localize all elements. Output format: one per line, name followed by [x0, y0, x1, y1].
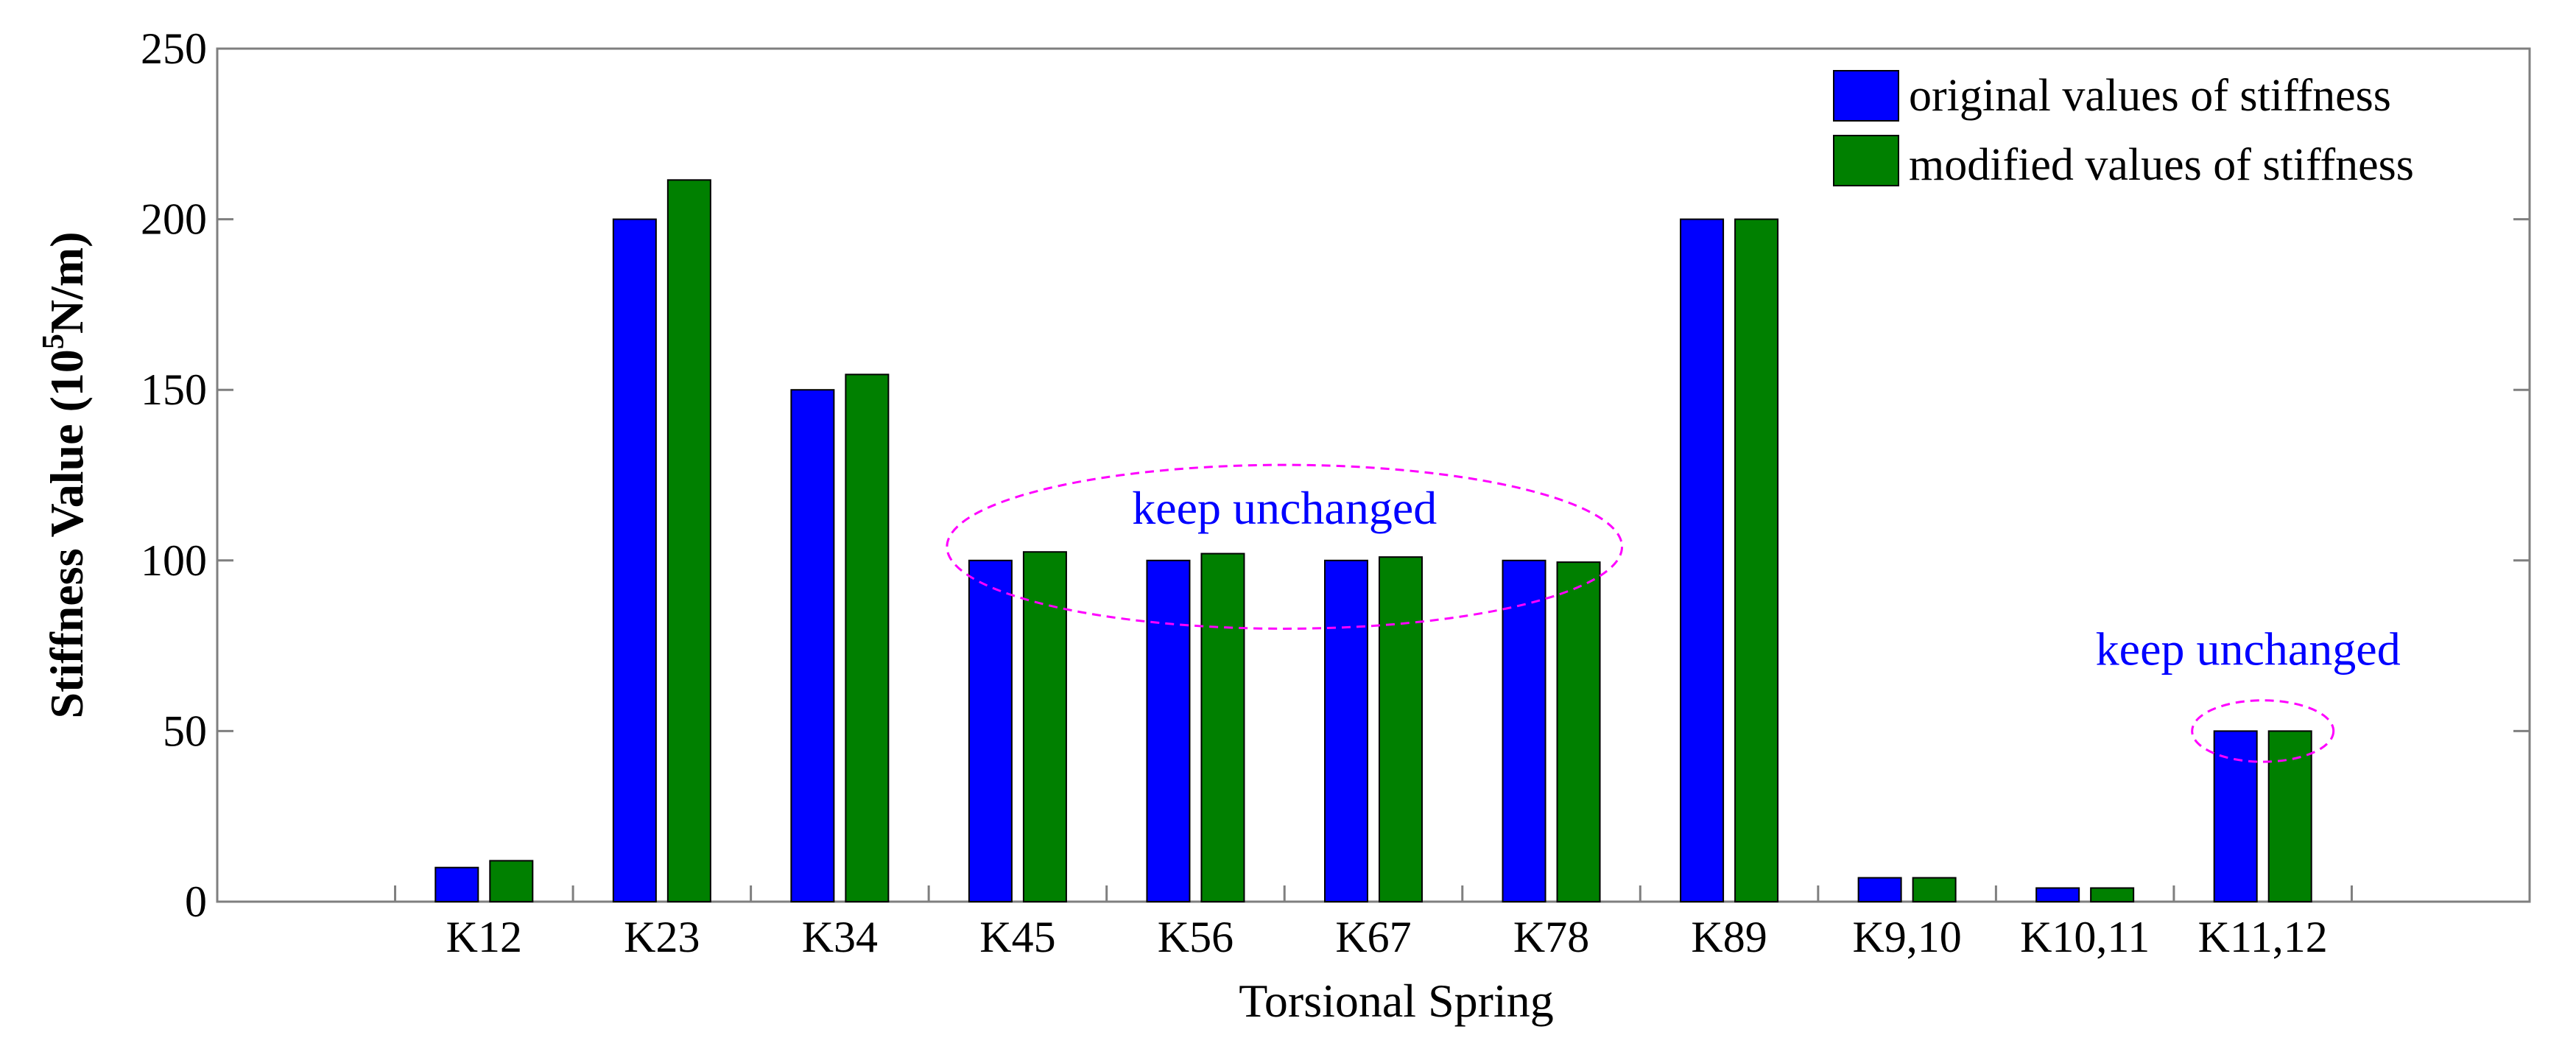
legend-label-modified: modified values of stiffness [1909, 140, 2414, 190]
bar-modified-K56 [1200, 552, 1245, 902]
bar-original-K9-10 [1857, 877, 1902, 903]
legend-label-original: original values of stiffness [1909, 71, 2391, 121]
bar-original-K23 [612, 218, 657, 903]
y-tick-label: 50 [163, 706, 207, 755]
bar-original-K56 [1146, 559, 1191, 902]
bar-original-K10-11 [2035, 887, 2080, 903]
bar-original-K89 [1680, 218, 1725, 903]
legend-swatch-original [1833, 70, 1899, 122]
bar-modified-K78 [1556, 561, 1601, 903]
bar-original-K67 [1324, 559, 1368, 902]
y-tick-label: 200 [141, 195, 207, 244]
x-tick-label: K78 [1513, 913, 1589, 961]
bar-modified-K12 [489, 860, 534, 903]
legend: original values of stiffness modified va… [1833, 70, 2414, 190]
bar-modified-K9-10 [1912, 877, 1957, 903]
bar-modified-K34 [845, 373, 890, 902]
x-tick-label: K23 [624, 913, 700, 961]
y-axis-label: Stiffness Value (105N/m) [37, 231, 93, 718]
bar-original-K12 [434, 866, 479, 903]
annotation-text-1: keep unchanged [1132, 482, 1437, 534]
x-tick-label: K89 [1691, 913, 1767, 961]
annotation-text-2: keep unchanged [2096, 623, 2401, 676]
bar-original-K78 [1502, 559, 1546, 902]
x-tick-label: K45 [979, 913, 1055, 961]
bar-original-K34 [790, 389, 835, 902]
bar-modified-K45 [1022, 551, 1067, 902]
bar-modified-K23 [666, 179, 711, 903]
bar-original-K45 [968, 559, 1013, 902]
y-tick-label: 150 [141, 365, 207, 414]
x-tick-label: K10,11 [2020, 913, 2150, 961]
bar-modified-K11-12 [2267, 730, 2312, 903]
annotation-ellipse-1 [946, 463, 1624, 630]
plot-area [216, 47, 2531, 903]
x-tick-label: K12 [446, 913, 522, 961]
x-tick-label: K56 [1158, 913, 1234, 961]
annotation-ellipse-2 [2191, 699, 2335, 763]
x-tick-label: K11,12 [2198, 913, 2328, 961]
y-tick-label: 100 [141, 536, 207, 585]
x-tick-label: K34 [802, 913, 878, 961]
bar-modified-K89 [1734, 218, 1779, 903]
y-tick-label: 0 [185, 877, 207, 926]
legend-swatch-modified [1833, 135, 1899, 186]
x-tick-label: K9,10 [1852, 913, 1961, 961]
x-axis-label: Torsional Spring [1239, 975, 1554, 1027]
bar-modified-K10-11 [2090, 887, 2135, 903]
y-tick-label: 250 [141, 24, 207, 73]
x-tick-label: K67 [1335, 913, 1411, 961]
bar-modified-K67 [1379, 556, 1423, 903]
